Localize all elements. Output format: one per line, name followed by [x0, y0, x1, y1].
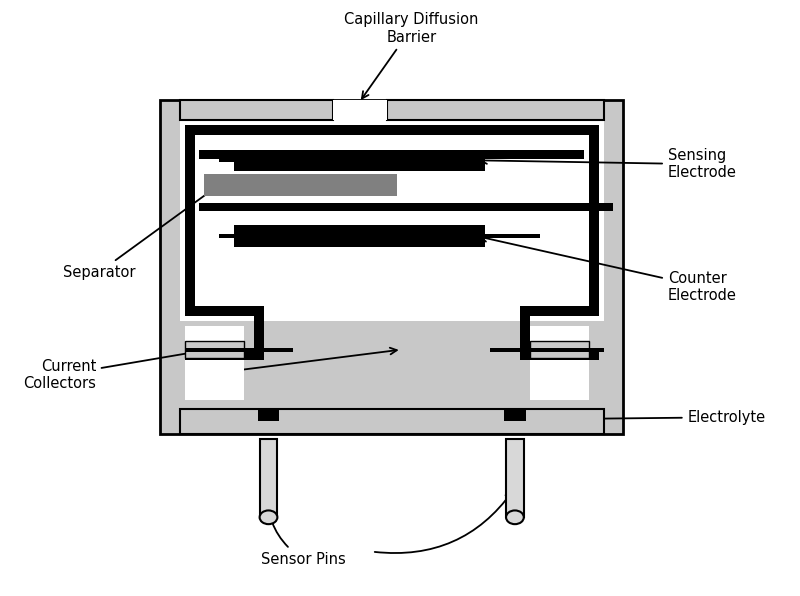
- Bar: [504, 409, 526, 421]
- Bar: [160, 101, 623, 434]
- Bar: [234, 150, 486, 171]
- Bar: [180, 321, 604, 414]
- Bar: [386, 101, 604, 120]
- Bar: [219, 234, 539, 238]
- Bar: [520, 350, 598, 361]
- Text: Capillary Diffusion
Barrier: Capillary Diffusion Barrier: [344, 12, 478, 98]
- Text: Sensing
Electrode: Sensing Electrode: [480, 148, 737, 181]
- Bar: [219, 159, 486, 162]
- Bar: [180, 120, 604, 414]
- Bar: [185, 125, 194, 316]
- Bar: [199, 150, 584, 159]
- Bar: [260, 439, 278, 517]
- Bar: [254, 306, 263, 361]
- Bar: [589, 125, 598, 316]
- Bar: [180, 409, 604, 434]
- Bar: [506, 439, 524, 517]
- Bar: [520, 306, 530, 361]
- Bar: [530, 326, 589, 399]
- Bar: [185, 125, 598, 135]
- Text: Counter
Electrode: Counter Electrode: [480, 235, 737, 303]
- Bar: [185, 350, 263, 361]
- Ellipse shape: [506, 510, 524, 524]
- Text: Current
Collectors: Current Collectors: [23, 348, 205, 392]
- Bar: [185, 306, 263, 316]
- Bar: [258, 409, 279, 421]
- Text: Separator: Separator: [63, 188, 215, 280]
- Bar: [234, 225, 486, 247]
- Bar: [185, 347, 293, 352]
- Bar: [185, 326, 244, 399]
- Ellipse shape: [260, 510, 278, 524]
- Bar: [520, 306, 598, 316]
- Bar: [180, 101, 333, 120]
- Bar: [199, 203, 614, 212]
- Bar: [490, 347, 604, 352]
- Bar: [205, 174, 397, 195]
- Bar: [333, 101, 386, 120]
- Text: Electrolyte: Electrolyte: [550, 410, 766, 425]
- Text: Sensor Pins: Sensor Pins: [261, 493, 346, 567]
- Bar: [185, 341, 244, 358]
- Bar: [530, 341, 589, 358]
